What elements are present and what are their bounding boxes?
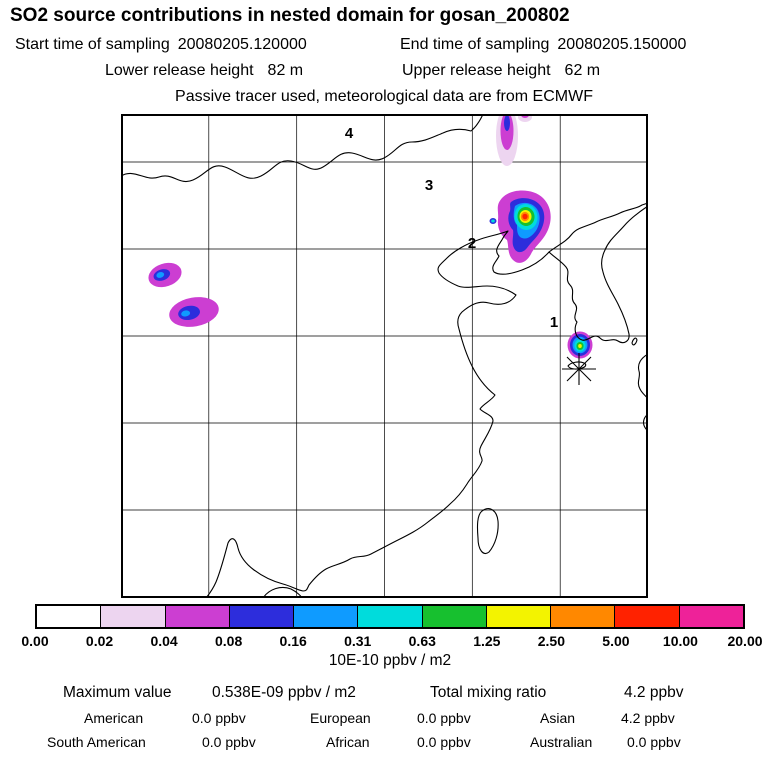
colorbar-units-label: 10E-10 ppbv / m2	[328, 652, 452, 669]
colorbar	[35, 604, 745, 629]
total-mixing-ratio-value: 4.2 ppbv	[624, 684, 684, 701]
colorbar-tick-label: 0.63	[408, 633, 436, 649]
contribution-value: 0.0 ppbv	[192, 710, 246, 726]
plume-northern-streak	[496, 115, 532, 166]
map-plot: 4 3 2 1	[121, 114, 648, 598]
colorbar-tick-label: 10.00	[662, 633, 698, 649]
cluster-label-2: 2	[468, 235, 476, 252]
upper-release-value: 62 m	[564, 62, 601, 79]
plume-west-2	[169, 297, 219, 327]
tracer-line: Passive tracer used, meteorological data…	[175, 88, 593, 105]
colorbar-segment	[614, 606, 679, 627]
lower-release-value: 82 m	[267, 62, 304, 79]
colorbar-segment	[37, 606, 101, 627]
max-value: 0.538E-09 ppbv / m2	[212, 684, 356, 701]
colorbar-tick-label: 0.31	[344, 633, 372, 649]
contribution-value: 0.0 ppbv	[417, 734, 471, 750]
start-time-value: 20080205.120000	[177, 36, 307, 53]
end-time-line: End time of sampling 20080205.150000	[400, 36, 686, 54]
colorbar-segment	[550, 606, 615, 627]
colorbar-segments	[37, 606, 743, 627]
plume-west-1	[148, 262, 182, 288]
colorbar-segment	[421, 606, 486, 627]
colorbar-segment	[228, 606, 294, 627]
coastline	[122, 115, 647, 597]
contribution-region: European	[310, 710, 371, 726]
colorbar-tick-label: 0.04	[150, 633, 178, 649]
contribution-value: 0.0 ppbv	[627, 734, 681, 750]
lower-release-label: Lower release height	[105, 62, 254, 79]
map-panel: 4 3 2 1	[121, 114, 648, 598]
colorbar-tick-label: 0.02	[85, 633, 114, 649]
contribution-region: African	[326, 734, 370, 750]
colorbar-tick-label: 0.16	[279, 633, 307, 649]
colorbar-segment	[164, 606, 229, 627]
map-grid	[122, 115, 647, 597]
cluster-label-3: 3	[425, 177, 433, 194]
contribution-region: Australian	[530, 734, 593, 750]
cluster-label-4: 4	[345, 125, 354, 142]
colorbar-segment	[357, 606, 422, 627]
colorbar-segment	[678, 606, 743, 627]
colorbar-tick-label: 20.00	[727, 633, 763, 649]
contribution-value: 4.2 ppbv	[621, 710, 675, 726]
max-value-label: Maximum value	[63, 684, 172, 701]
start-time-line: Start time of sampling 20080205.120000	[15, 36, 307, 54]
end-time-label: End time of sampling	[400, 36, 550, 53]
total-mixing-ratio-label: Total mixing ratio	[430, 684, 547, 701]
contribution-region: South American	[47, 734, 146, 750]
colorbar-tick-label: 1.25	[473, 633, 501, 649]
cluster-label-1: 1	[550, 314, 558, 331]
plume-main-ne-china	[489, 190, 551, 263]
start-time-label: Start time of sampling	[15, 36, 170, 53]
contribution-region: American	[84, 710, 144, 726]
page-title: SO2 source contributions in nested domai…	[10, 5, 570, 26]
map-frame	[121, 114, 648, 598]
contribution-value: 0.0 ppbv	[202, 734, 256, 750]
receptor-star-marker	[562, 353, 596, 385]
end-time-value: 20080205.150000	[557, 36, 687, 53]
lower-release-line: Lower release height 82 m	[105, 62, 303, 80]
contribution-value: 0.0 ppbv	[417, 710, 471, 726]
contribution-region: Asian	[540, 710, 576, 726]
colorbar-segment	[485, 606, 551, 627]
plume-near-receptor	[567, 331, 593, 359]
colorbar-tick-label: 2.50	[537, 633, 565, 649]
colorbar-segment	[100, 606, 165, 627]
colorbar-segment	[293, 606, 358, 627]
colorbar-tick-label: 5.00	[602, 633, 630, 649]
colorbar-tick-label: 0.08	[215, 633, 243, 649]
colorbar-tick-label: 0.00	[21, 633, 49, 649]
colorbar-ticks: 0.00 0.02 0.04 0.08 0.16 0.31 0.63 1.25 2.50 5.00…	[21, 633, 762, 650]
upper-release-label: Upper release height	[402, 62, 551, 79]
upper-release-line: Upper release height 62 m	[402, 62, 600, 80]
